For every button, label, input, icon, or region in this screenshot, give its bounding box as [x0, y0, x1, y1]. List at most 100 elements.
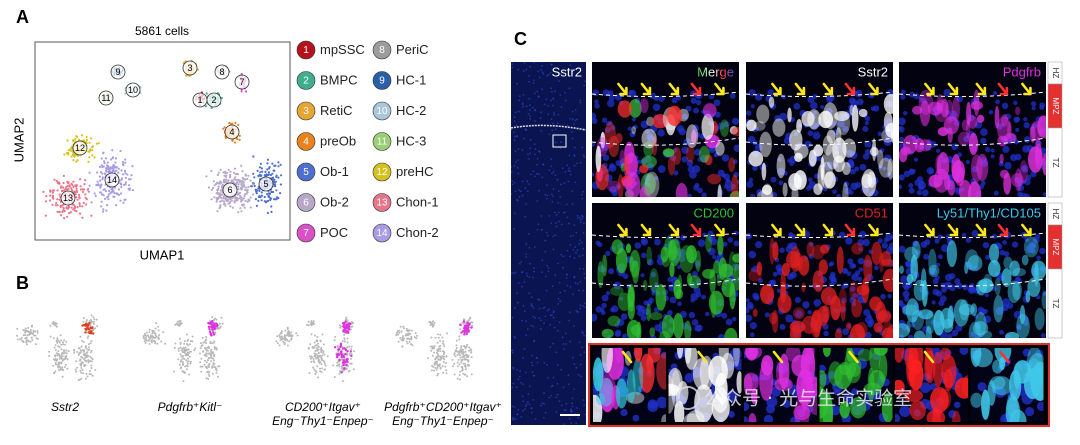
legend-name: HC-2 — [396, 103, 426, 118]
signal — [793, 405, 811, 421]
cell-dot — [226, 171, 229, 174]
nucleus — [899, 117, 906, 126]
cluster-label: 7 — [239, 77, 244, 87]
cell-dot — [62, 369, 65, 371]
channel-label: Ly51/Thy1/CD105 — [937, 205, 1041, 220]
cell-dot — [234, 178, 238, 181]
zone-boundary — [746, 232, 893, 239]
signal — [736, 371, 742, 394]
cell-dot — [212, 363, 215, 366]
highlight-dot — [344, 353, 347, 356]
nucleus — [527, 401, 529, 404]
cell-dot — [465, 358, 467, 361]
nucleus — [562, 266, 564, 269]
nucleus — [542, 307, 545, 310]
nucleus — [518, 99, 521, 102]
highlight-dot — [342, 363, 345, 367]
cell-dot — [210, 188, 213, 191]
nucleus — [781, 94, 787, 100]
legend-number: 5 — [303, 167, 309, 178]
cell-dot — [442, 357, 444, 360]
cell-dot — [67, 350, 70, 353]
nucleus — [516, 292, 518, 295]
signal — [702, 103, 717, 118]
nucleus — [511, 66, 513, 69]
cell-dot — [348, 345, 351, 348]
nucleus — [552, 170, 555, 173]
signal — [1001, 268, 1012, 287]
cell-dot — [236, 137, 239, 141]
signal — [941, 354, 957, 389]
nucleus — [517, 68, 520, 71]
signal — [873, 322, 883, 333]
cell-dot — [99, 184, 102, 187]
signal — [660, 246, 669, 263]
nucleus — [516, 369, 518, 371]
signal — [639, 164, 649, 174]
cell-dot — [79, 358, 82, 361]
nucleus — [544, 193, 547, 196]
nucleus — [511, 272, 513, 274]
cell-dot — [350, 345, 353, 348]
cell-dot — [283, 342, 286, 344]
nucleus — [558, 400, 561, 403]
signal — [1014, 168, 1022, 192]
cell-dot — [460, 346, 463, 349]
nucleus — [582, 154, 585, 157]
cell-dot — [126, 173, 129, 176]
nucleus — [956, 96, 961, 101]
signal — [935, 155, 942, 175]
signal — [733, 348, 740, 367]
signal — [840, 300, 846, 322]
nucleus — [727, 237, 734, 243]
cell-dot — [129, 178, 132, 181]
signal — [787, 107, 792, 123]
nucleus — [541, 71, 544, 74]
zone-block — [1047, 127, 1063, 198]
signal — [662, 148, 675, 157]
cell-dot — [51, 191, 55, 194]
cell-dot — [222, 179, 225, 182]
nucleus — [513, 406, 516, 408]
cell-dot — [470, 349, 473, 352]
cell-dot — [174, 342, 177, 345]
signal — [954, 377, 968, 399]
cell-dot — [457, 358, 460, 361]
cell-dot — [416, 334, 418, 337]
cell-dot — [215, 318, 218, 321]
nucleus — [538, 76, 541, 79]
nucleus — [1022, 348, 1031, 357]
cell-dot — [81, 361, 84, 364]
cell-dot — [202, 341, 205, 344]
cell-dot — [438, 363, 441, 366]
nucleus — [554, 274, 557, 277]
nucleus — [525, 243, 528, 245]
nucleus — [555, 351, 558, 354]
nucleus — [717, 333, 726, 338]
cell-dot — [87, 354, 90, 357]
cell-dot — [56, 354, 59, 357]
nucleus — [854, 166, 860, 172]
nucleus — [640, 315, 647, 321]
cell-dot — [59, 186, 63, 189]
signal — [615, 248, 628, 274]
signal — [908, 348, 924, 375]
signal — [887, 158, 893, 180]
nucleus — [556, 122, 559, 125]
cell-dot — [16, 327, 19, 330]
nucleus — [583, 84, 585, 87]
nucleus — [579, 101, 582, 104]
cell-dot — [404, 334, 407, 337]
signal — [964, 261, 969, 275]
nucleus — [841, 267, 848, 275]
signal — [667, 105, 682, 127]
signal — [615, 378, 628, 409]
signal — [855, 322, 868, 338]
nucleus — [514, 111, 517, 114]
cell-dot — [78, 193, 81, 196]
cell-dot — [334, 335, 337, 338]
cell-dot — [66, 180, 69, 183]
cell-dot — [56, 337, 59, 340]
cell-dot — [439, 356, 442, 359]
nucleus — [552, 188, 555, 191]
